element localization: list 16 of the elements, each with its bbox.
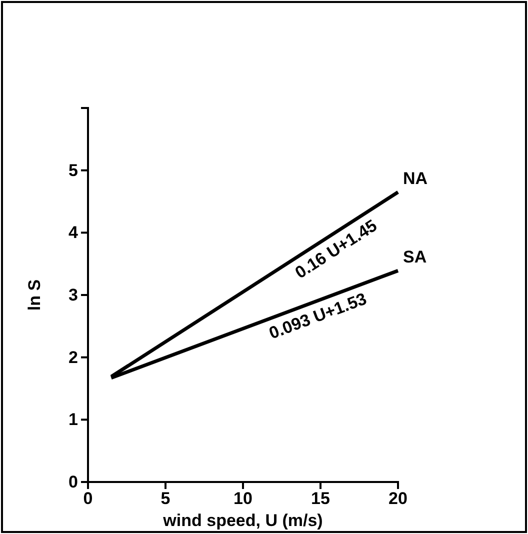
x-axis-title: wind speed, U (m/s) (162, 511, 323, 530)
y-tick-label: 4 (68, 223, 79, 242)
series-label: NA (403, 169, 428, 188)
y-tick-label: 5 (68, 160, 78, 180)
x-tick-label: 10 (234, 489, 252, 508)
x-tick-label: 0 (83, 489, 93, 508)
y-tick-label: 3 (68, 285, 78, 304)
y-tick-label: 2 (68, 348, 78, 367)
annotation: 0.093 U+1.53 (266, 289, 370, 343)
x-tick-label: 15 (311, 489, 330, 508)
y-axis-title: ln S (25, 279, 44, 311)
y-tick-label: 1 (68, 410, 78, 430)
x-tick-label: 20 (388, 489, 408, 508)
x-tick-label: 5 (160, 489, 170, 508)
series-label: SA (403, 248, 427, 267)
y-tick-label: 0 (68, 472, 78, 492)
